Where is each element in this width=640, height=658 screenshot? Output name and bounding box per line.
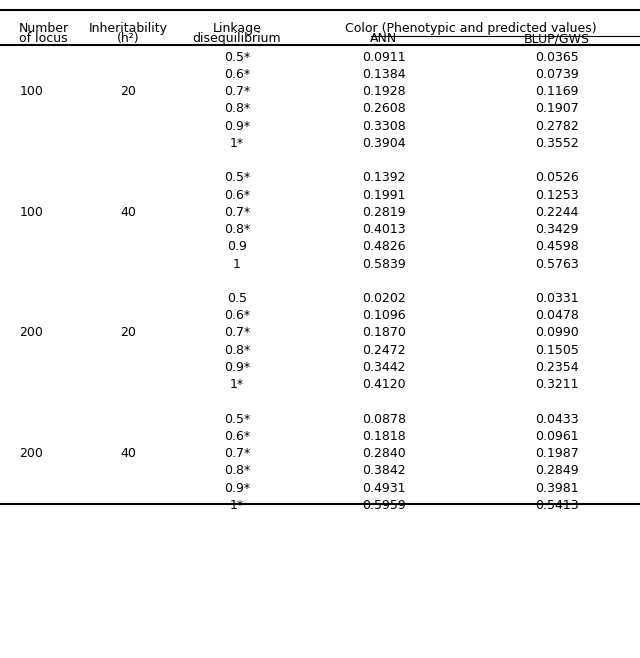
Text: 0.4931: 0.4931: [362, 482, 406, 495]
Text: 1*: 1*: [230, 378, 244, 392]
Text: 0.1253: 0.1253: [535, 189, 579, 201]
Text: 0.3904: 0.3904: [362, 137, 406, 150]
Text: 0.6*: 0.6*: [224, 430, 250, 443]
Text: 0.2849: 0.2849: [535, 465, 579, 478]
Text: 100: 100: [19, 206, 43, 219]
Text: 0.9*: 0.9*: [224, 482, 250, 495]
Text: 0.0526: 0.0526: [535, 171, 579, 184]
Text: 0.3552: 0.3552: [535, 137, 579, 150]
Text: 20: 20: [120, 326, 136, 340]
Text: 0.8*: 0.8*: [223, 343, 250, 357]
Text: 0.1505: 0.1505: [535, 343, 579, 357]
Text: 200: 200: [19, 326, 43, 340]
Text: 200: 200: [19, 447, 43, 460]
Text: 100: 100: [19, 85, 43, 98]
Text: 0.6*: 0.6*: [224, 309, 250, 322]
Text: 1: 1: [233, 257, 241, 270]
Text: ANN: ANN: [371, 32, 397, 45]
Text: Color (Phenotypic and predicted values): Color (Phenotypic and predicted values): [344, 22, 596, 35]
Text: 0.5763: 0.5763: [535, 257, 579, 270]
Text: 0.0202: 0.0202: [362, 292, 406, 305]
Text: 0.8*: 0.8*: [223, 465, 250, 478]
Text: 1*: 1*: [230, 137, 244, 150]
Text: 0.0478: 0.0478: [535, 309, 579, 322]
Text: 0.3308: 0.3308: [362, 120, 406, 133]
Text: 0.5*: 0.5*: [223, 413, 250, 426]
Text: 0.4120: 0.4120: [362, 378, 406, 392]
Text: 0.2819: 0.2819: [362, 206, 406, 219]
Text: 0.0739: 0.0739: [535, 68, 579, 81]
Text: 1*: 1*: [230, 499, 244, 512]
Text: 0.0433: 0.0433: [535, 413, 579, 426]
Text: 0.0878: 0.0878: [362, 413, 406, 426]
Text: 0.1928: 0.1928: [362, 85, 406, 98]
Text: 0.2244: 0.2244: [535, 206, 579, 219]
Text: Inheritability: Inheritability: [88, 22, 168, 35]
Text: 0.2472: 0.2472: [362, 343, 406, 357]
Text: 0.2354: 0.2354: [535, 361, 579, 374]
Text: 0.3442: 0.3442: [362, 361, 406, 374]
Text: 0.3981: 0.3981: [535, 482, 579, 495]
Text: 0.5: 0.5: [227, 292, 247, 305]
Text: 0.3211: 0.3211: [535, 378, 579, 392]
Text: 0.6*: 0.6*: [224, 189, 250, 201]
Text: 0.5839: 0.5839: [362, 257, 406, 270]
Text: 0.0331: 0.0331: [535, 292, 579, 305]
Text: 0.1907: 0.1907: [535, 103, 579, 115]
Text: 0.1991: 0.1991: [362, 189, 406, 201]
Text: (h²): (h²): [116, 32, 140, 45]
Text: 0.1169: 0.1169: [535, 85, 579, 98]
Text: 0.5*: 0.5*: [223, 171, 250, 184]
Text: 0.0961: 0.0961: [535, 430, 579, 443]
Text: 0.9*: 0.9*: [224, 120, 250, 133]
Text: 20: 20: [120, 85, 136, 98]
Text: 0.7*: 0.7*: [223, 85, 250, 98]
Text: Number: Number: [19, 22, 69, 35]
Text: 0.3842: 0.3842: [362, 465, 406, 478]
Text: 0.9*: 0.9*: [224, 361, 250, 374]
Text: 0.9: 0.9: [227, 240, 247, 253]
Text: 0.8*: 0.8*: [223, 223, 250, 236]
Text: 0.7*: 0.7*: [223, 447, 250, 460]
Text: 0.0365: 0.0365: [535, 51, 579, 64]
Text: 0.5959: 0.5959: [362, 499, 406, 512]
Text: 0.2840: 0.2840: [362, 447, 406, 460]
Text: 0.0990: 0.0990: [535, 326, 579, 340]
Text: BLUP/GWS: BLUP/GWS: [524, 32, 590, 45]
Text: 0.6*: 0.6*: [224, 68, 250, 81]
Text: 0.7*: 0.7*: [223, 206, 250, 219]
Text: 0.0911: 0.0911: [362, 51, 406, 64]
Text: 0.5*: 0.5*: [223, 51, 250, 64]
Text: 0.7*: 0.7*: [223, 326, 250, 340]
Text: Linkage: Linkage: [212, 22, 261, 35]
Text: 0.4598: 0.4598: [535, 240, 579, 253]
Text: 0.4826: 0.4826: [362, 240, 406, 253]
Text: 0.2782: 0.2782: [535, 120, 579, 133]
Text: 0.3429: 0.3429: [535, 223, 579, 236]
Text: 40: 40: [120, 206, 136, 219]
Text: 0.1384: 0.1384: [362, 68, 406, 81]
Text: 0.1818: 0.1818: [362, 430, 406, 443]
Text: 0.4013: 0.4013: [362, 223, 406, 236]
Text: 0.1987: 0.1987: [535, 447, 579, 460]
Text: 0.5413: 0.5413: [535, 499, 579, 512]
Text: of locus: of locus: [19, 32, 68, 45]
Text: 0.1392: 0.1392: [362, 171, 406, 184]
Text: 0.1096: 0.1096: [362, 309, 406, 322]
Text: 0.2608: 0.2608: [362, 103, 406, 115]
Text: 0.1870: 0.1870: [362, 326, 406, 340]
Text: 40: 40: [120, 447, 136, 460]
Text: 0.8*: 0.8*: [223, 103, 250, 115]
Text: disequilibrium: disequilibrium: [193, 32, 281, 45]
